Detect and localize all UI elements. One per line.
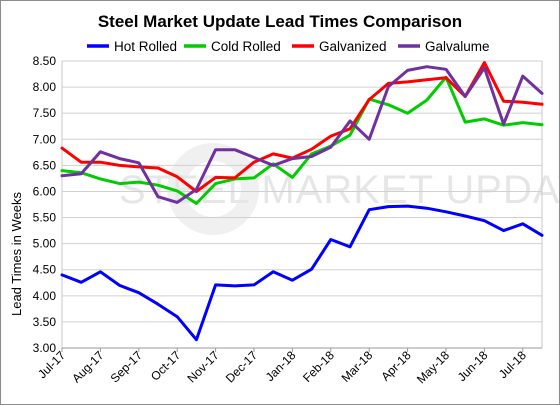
x-tick-label: Oct-17: [148, 348, 184, 384]
x-axis-ticks: Jul-17 Aug-17 Sep-17 Oct-17 Nov-17 Dec-17 Jan-…: [35, 347, 542, 386]
x-tick-label: Aug-17: [69, 348, 106, 385]
y-tick-label: 3.00: [33, 341, 57, 355]
x-tick-label: May-18: [414, 348, 452, 386]
x-tick-label: Mar-18: [339, 348, 376, 385]
x-tick-label: Jan-18: [263, 348, 299, 384]
x-tick-label: Jul-18: [496, 348, 529, 381]
x-tick-label: Dec-17: [223, 348, 260, 385]
y-tick-label: 5.00: [33, 237, 57, 251]
y-tick-label: 6.50: [33, 158, 57, 172]
y-tick-label: 8.50: [33, 54, 57, 68]
y-tick-label: 7.00: [33, 132, 57, 146]
y-axis-title: Lead Times in Weeks: [9, 191, 24, 316]
y-tick-label: 4.50: [33, 263, 57, 277]
x-tick-label: Sep-17: [108, 348, 145, 385]
legend-label-hot-rolled: Hot Rolled: [114, 39, 177, 54]
series-line-cold-rolled: [60, 75, 544, 205]
legend: Hot Rolled Cold Rolled Galvanized Galvalume: [87, 39, 490, 54]
x-tick-label: Feb-18: [300, 348, 337, 385]
y-tick-label: 6.00: [33, 184, 57, 198]
series-line-hot-rolled: [60, 204, 544, 342]
chart-title: Steel Market Update Lead Times Compariso…: [98, 12, 462, 31]
y-tick-label: 4.00: [33, 289, 57, 303]
legend-label-galvalume: Galvalume: [425, 39, 490, 54]
watermark: STEEL MARKET UPDATE: [119, 143, 559, 235]
legend-label-cold-rolled: Cold Rolled: [211, 39, 281, 54]
x-tick-label: Apr-18: [378, 348, 414, 384]
watermark-logo-inner: [185, 161, 241, 217]
x-tick-label: Jun-18: [455, 348, 491, 384]
y-tick-label: 3.50: [33, 315, 57, 329]
y-axis-ticks: 3.00 3.50 4.00 4.50 5.00 5.50 6.00 6.50 7.00 7.50…: [33, 54, 57, 355]
series-lines: [60, 61, 544, 342]
legend-label-galvanized: Galvanized: [319, 39, 387, 54]
series-line-galvalume: [60, 65, 544, 204]
y-tick-label: 8.00: [33, 80, 57, 94]
x-tick-label: Nov-17: [184, 348, 221, 385]
watermark-text: STEEL MARKET UPDATE: [119, 168, 559, 212]
y-tick-label: 7.50: [33, 106, 57, 120]
y-tick-label: 5.50: [33, 211, 57, 225]
